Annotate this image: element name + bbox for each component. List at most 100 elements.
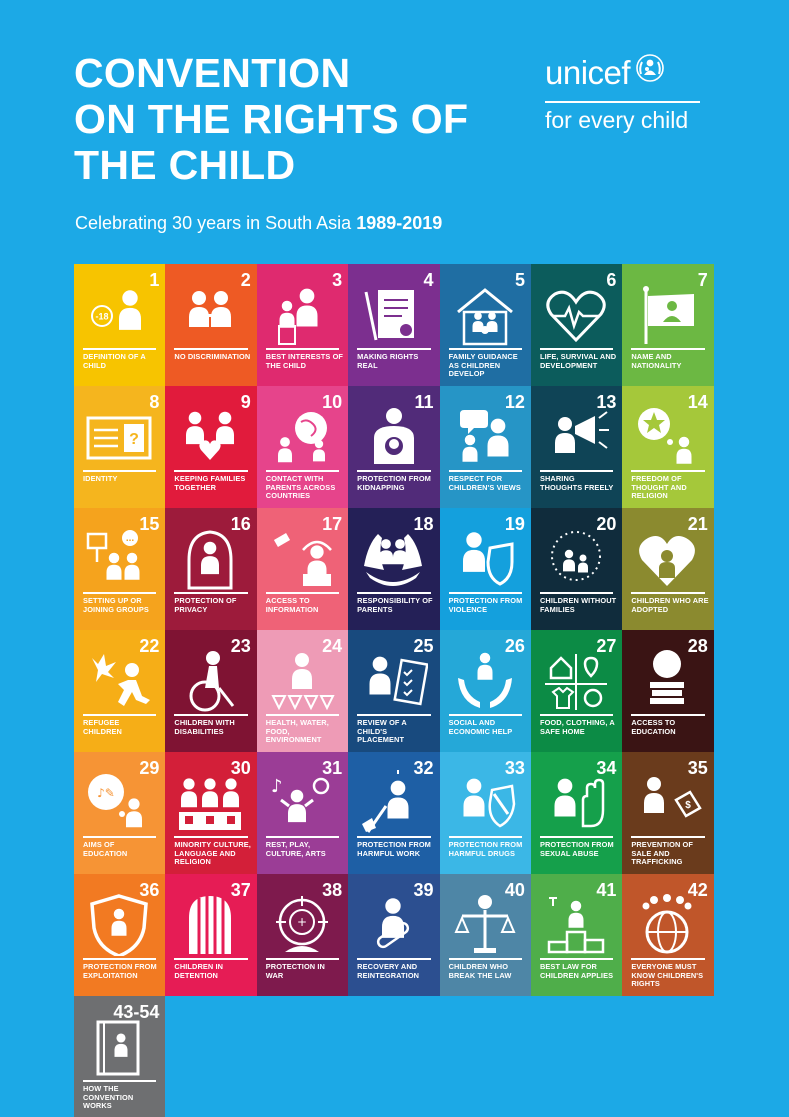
article-number: 30 xyxy=(230,758,251,778)
scales-icon xyxy=(450,892,520,956)
article-label: Making rights real xyxy=(357,352,419,370)
document-pen-icon xyxy=(358,282,428,346)
stop-hand-icon xyxy=(541,770,611,834)
unicef-emblem-icon xyxy=(634,52,666,93)
article-tile: 32 Protection from harmful work xyxy=(348,752,440,874)
tile-divider xyxy=(448,592,522,594)
article-number: 19 xyxy=(504,514,525,534)
article-number: 37 xyxy=(230,880,251,900)
article-number: 39 xyxy=(413,880,434,900)
tile-divider xyxy=(448,348,522,350)
article-number: 32 xyxy=(413,758,434,778)
article-label: Definition of a child xyxy=(83,352,146,370)
house-shirt-icon xyxy=(541,648,611,712)
article-number: 16 xyxy=(230,514,251,534)
article-number: 17 xyxy=(322,514,343,534)
article-label: Life, survival and development xyxy=(539,352,617,370)
article-number: 24 xyxy=(322,636,343,656)
article-tile: 12 Respect for children's views xyxy=(439,386,531,508)
drug-shield-icon xyxy=(450,770,520,834)
article-number: 36 xyxy=(139,880,160,900)
satellite-reading-icon xyxy=(267,526,337,590)
article-label: Children who are adopted xyxy=(631,596,709,614)
heartbeat-icon xyxy=(541,282,611,346)
tile-divider xyxy=(357,470,431,472)
article-label: Recovery and reintegration xyxy=(357,962,420,980)
adult-child-podium-icon xyxy=(267,282,337,346)
article-label: Name and nationality xyxy=(631,352,682,370)
article-tile: 14 Freedom of thought and religion xyxy=(622,386,714,508)
tile-divider xyxy=(265,958,340,960)
subtitle: Celebrating 30 years in South Asia 1989-… xyxy=(75,213,442,234)
article-tile: 26 Social and economic help xyxy=(439,630,531,752)
article-label: Review of a child's placement xyxy=(357,718,407,745)
article-tile: 1 -18 Definition of a child xyxy=(74,264,166,386)
article-label: Identity xyxy=(83,474,118,483)
tile-divider xyxy=(631,714,705,716)
article-label: Freedom of thought and religion xyxy=(631,474,687,501)
article-label: Protection from exploitation xyxy=(83,962,157,980)
article-label: Protection from kidnapping xyxy=(357,474,431,492)
tile-divider xyxy=(83,348,157,350)
tile-divider xyxy=(174,958,248,960)
wheelchair-icon xyxy=(175,648,245,712)
tile-divider xyxy=(448,958,522,960)
tile-divider xyxy=(357,714,431,716)
tile-divider xyxy=(357,348,431,350)
article-tile: 37 Children in detention xyxy=(165,874,257,996)
shield-child-icon xyxy=(450,526,520,590)
subtitle-years: 1989-2019 xyxy=(356,213,443,233)
flag-icon xyxy=(632,282,702,346)
tile-divider xyxy=(174,348,248,350)
article-tile: 30 Minority culture, language and religio… xyxy=(165,752,257,874)
id-card-icon: ? xyxy=(84,404,154,468)
article-tile: 9 Keeping families together xyxy=(165,386,257,508)
article-tile: 5 Family guidance as children develop xyxy=(439,264,531,386)
books-icon xyxy=(632,648,702,712)
article-label: Health, water, food, environment xyxy=(265,718,329,745)
running-child-icon xyxy=(84,648,154,712)
article-label: Respect for children's views xyxy=(448,474,521,492)
article-number: 5 xyxy=(514,270,525,290)
article-number: 11 xyxy=(414,392,434,412)
tile-divider xyxy=(83,958,157,960)
svg-text:♪✎: ♪✎ xyxy=(97,786,115,800)
podium-winner-icon xyxy=(541,892,611,956)
article-number: 40 xyxy=(504,880,525,900)
globe-family-icon xyxy=(267,404,337,468)
book-child-icon xyxy=(84,1014,154,1078)
family-heart-icon xyxy=(175,404,245,468)
heart-child-icon xyxy=(632,526,702,590)
article-tile: 6 Life, survival and development xyxy=(530,264,623,386)
tile-divider xyxy=(357,958,431,960)
tile-divider xyxy=(83,714,157,716)
dotted-children-icon xyxy=(541,526,611,590)
article-number: 33 xyxy=(504,758,525,778)
article-number: 3 xyxy=(332,270,343,290)
article-label: Children without families xyxy=(539,596,617,614)
crowd-globe-icon xyxy=(632,892,702,956)
article-number: 25 xyxy=(413,636,434,656)
health-checks-icon xyxy=(267,648,337,712)
tile-divider xyxy=(265,348,340,350)
tile-divider xyxy=(539,714,614,716)
article-tile: 35 $ Prevention of sale and trafficking xyxy=(622,752,714,874)
article-tile: 24 Health, water, food, environment xyxy=(256,630,349,752)
article-label: Access to information xyxy=(265,596,319,614)
article-number: 27 xyxy=(596,636,617,656)
tile-divider xyxy=(83,1080,157,1082)
tile-divider xyxy=(357,836,431,838)
title-line-1: CONVENTION xyxy=(74,50,351,96)
article-number: 23 xyxy=(230,636,251,656)
article-number: 28 xyxy=(687,636,708,656)
article-label: Protection of privacy xyxy=(174,596,237,614)
article-number: 13 xyxy=(596,392,617,412)
article-label: Family guidance as children develop xyxy=(448,352,518,379)
article-label: How the convention works xyxy=(83,1084,134,1111)
article-tile: 36 Protection from exploitation xyxy=(74,874,166,996)
article-tile: 11 Protection from kidnapping xyxy=(348,386,440,508)
article-tile: 22 Refugee children xyxy=(74,630,166,752)
article-label: Setting up or joining groups xyxy=(83,596,149,614)
price-tag-icon: $ xyxy=(632,770,703,834)
family-house-icon xyxy=(450,282,520,346)
